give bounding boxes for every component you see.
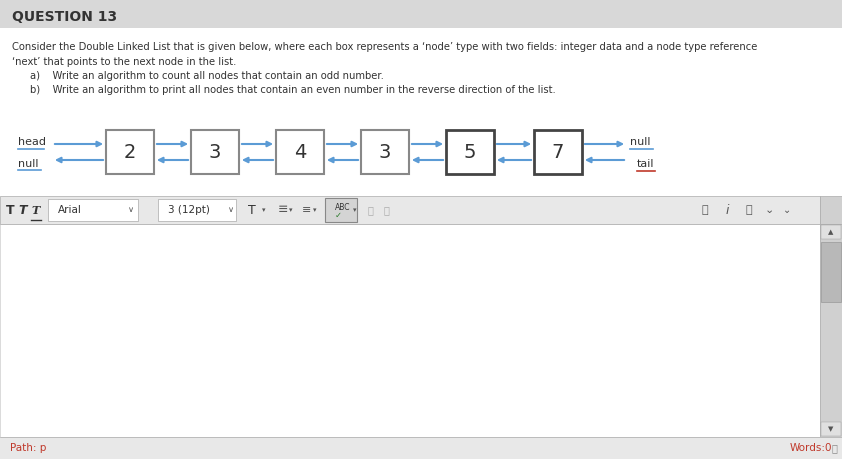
- Text: ▾: ▾: [313, 207, 317, 213]
- FancyBboxPatch shape: [276, 130, 324, 174]
- FancyBboxPatch shape: [820, 224, 842, 437]
- FancyBboxPatch shape: [0, 0, 842, 28]
- FancyBboxPatch shape: [158, 199, 236, 221]
- FancyBboxPatch shape: [0, 28, 842, 459]
- Text: ⬜: ⬜: [702, 205, 709, 215]
- Text: ∨: ∨: [228, 206, 234, 214]
- Text: 3: 3: [209, 142, 221, 162]
- Text: ⛓: ⛓: [384, 205, 390, 215]
- FancyBboxPatch shape: [0, 196, 820, 224]
- Text: T: T: [6, 203, 14, 217]
- Text: ⤡: ⤡: [832, 443, 838, 453]
- FancyBboxPatch shape: [821, 242, 841, 302]
- FancyBboxPatch shape: [0, 437, 842, 459]
- FancyBboxPatch shape: [446, 130, 494, 174]
- Text: QUESTION 13: QUESTION 13: [12, 10, 117, 24]
- Text: ✓: ✓: [335, 211, 342, 219]
- Text: 🔗: 🔗: [368, 205, 374, 215]
- Text: ≡: ≡: [302, 205, 312, 215]
- Text: head: head: [18, 137, 46, 147]
- Text: Path: p: Path: p: [10, 443, 46, 453]
- FancyBboxPatch shape: [821, 422, 841, 436]
- Text: ⌄: ⌄: [783, 205, 791, 215]
- Text: 7: 7: [552, 142, 564, 162]
- Text: T: T: [32, 205, 40, 215]
- FancyBboxPatch shape: [325, 198, 357, 222]
- Text: ▾: ▾: [289, 207, 292, 213]
- Text: null: null: [630, 137, 651, 147]
- FancyBboxPatch shape: [0, 224, 820, 437]
- Text: a)    Write an algorithm to count all nodes that contain an odd number.: a) Write an algorithm to count all nodes…: [30, 71, 384, 81]
- Text: 2: 2: [124, 142, 136, 162]
- Text: ▼: ▼: [829, 426, 834, 432]
- Text: Consider the Double Linked List that is given below, where each box represents a: Consider the Double Linked List that is …: [12, 42, 757, 52]
- Text: Arial: Arial: [58, 205, 82, 215]
- Text: i: i: [726, 203, 729, 217]
- Text: ⌄: ⌄: [765, 205, 775, 215]
- FancyBboxPatch shape: [534, 130, 582, 174]
- FancyBboxPatch shape: [820, 196, 842, 224]
- Text: ⤢: ⤢: [745, 205, 752, 215]
- Text: ‘next’ that points to the next node in the list.: ‘next’ that points to the next node in t…: [12, 57, 237, 67]
- Text: null: null: [18, 159, 39, 169]
- Text: ABC: ABC: [335, 203, 350, 213]
- Text: ∨: ∨: [128, 206, 134, 214]
- FancyBboxPatch shape: [106, 130, 154, 174]
- Text: T: T: [248, 203, 256, 217]
- Text: ≡: ≡: [278, 203, 289, 217]
- FancyBboxPatch shape: [821, 225, 841, 239]
- FancyBboxPatch shape: [361, 130, 409, 174]
- Text: 4: 4: [294, 142, 306, 162]
- Text: 5: 5: [464, 142, 477, 162]
- Text: ▲: ▲: [829, 229, 834, 235]
- Text: 3: 3: [379, 142, 392, 162]
- FancyBboxPatch shape: [48, 199, 138, 221]
- Text: 3 (12pt): 3 (12pt): [168, 205, 210, 215]
- Text: Words:0: Words:0: [790, 443, 833, 453]
- Text: T: T: [19, 203, 27, 217]
- FancyBboxPatch shape: [191, 130, 239, 174]
- Text: tail: tail: [637, 159, 654, 169]
- Text: ▾: ▾: [262, 207, 265, 213]
- Text: b)    Write an algorithm to print all nodes that contain an even number in the r: b) Write an algorithm to print all nodes…: [30, 85, 556, 95]
- Text: ▾: ▾: [353, 207, 356, 213]
